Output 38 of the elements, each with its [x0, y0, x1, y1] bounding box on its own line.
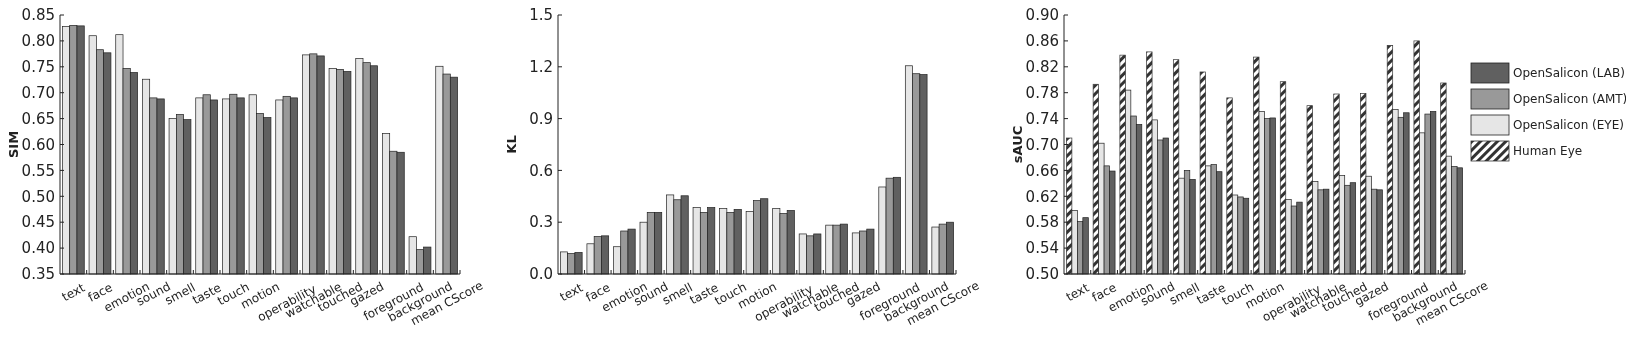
y-tick-label: 0.50 — [1025, 265, 1059, 284]
legend-label: OpenSalicon (EYE) — [1513, 118, 1624, 133]
y-tick-label: 0.74 — [1025, 109, 1059, 128]
y-tick-label: 0.50 — [21, 187, 55, 206]
x-tick-label: text — [1063, 280, 1092, 305]
y-tick-label: 0.60 — [21, 135, 55, 154]
legend-label: OpenSalicon (AMT) — [1513, 92, 1628, 107]
legend-label: Human Eye — [1513, 144, 1583, 159]
y-tick-label: 0.80 — [21, 32, 55, 51]
y-axis-title: SIM — [6, 130, 21, 159]
y-tick-label: 0.90 — [1025, 6, 1059, 25]
y-axis-title: sAUC — [1010, 125, 1025, 164]
y-tick-label: 0.70 — [1025, 135, 1059, 154]
y-tick-label: 0.86 — [1025, 32, 1059, 51]
y-tick-label: 1.5 — [529, 6, 553, 25]
y-tick-label: 0.85 — [21, 6, 55, 25]
legend-label: OpenSalicon (LAB) — [1513, 66, 1625, 81]
y-tick-label: 0.6 — [529, 161, 553, 180]
y-tick-label: 0.9 — [529, 109, 553, 128]
y-tick-label: 0.58 — [1025, 213, 1059, 232]
y-tick-label: 0.35 — [21, 265, 55, 284]
y-tick-label: 0.66 — [1025, 161, 1059, 180]
y-tick-label: 0.54 — [1025, 239, 1059, 258]
y-tick-label: 0.78 — [1025, 83, 1059, 102]
y-tick-label: 0.65 — [21, 109, 55, 128]
y-tick-label: 0.3 — [529, 213, 553, 232]
y-axis-title: KL — [504, 135, 519, 154]
y-tick-label: 0.40 — [21, 239, 55, 258]
x-tick-label: text — [59, 280, 88, 305]
y-tick-label: 0.45 — [21, 213, 55, 232]
y-tick-label: 0.0 — [529, 265, 553, 284]
y-tick-label: 0.55 — [21, 161, 55, 180]
y-tick-label: 1.2 — [529, 58, 553, 77]
y-tick-label: 0.70 — [21, 83, 55, 102]
y-tick-label: 0.82 — [1025, 58, 1059, 77]
y-tick-label: 0.75 — [21, 58, 55, 77]
y-tick-label: 0.62 — [1025, 187, 1059, 206]
x-tick-label: text — [557, 280, 586, 305]
